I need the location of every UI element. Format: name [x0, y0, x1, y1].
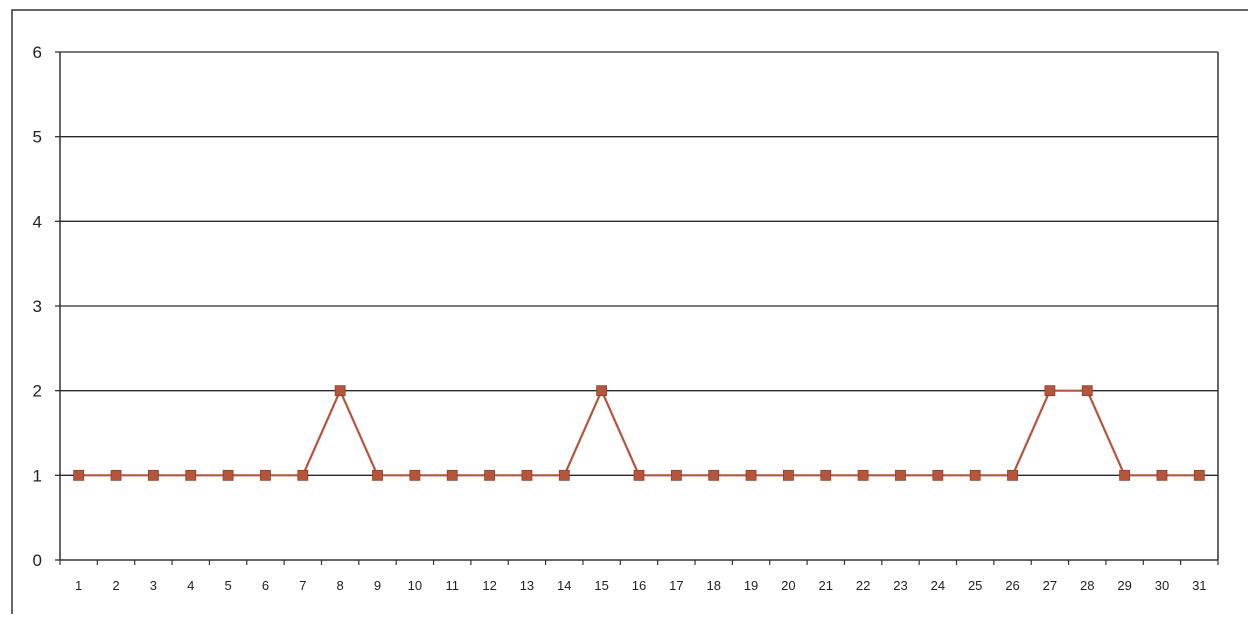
data-point [1119, 469, 1131, 481]
y-tick-label: 2 [33, 382, 42, 401]
x-tick-label: 5 [224, 578, 231, 593]
x-tick-label: 8 [337, 578, 344, 593]
x-tick-label: 29 [1117, 578, 1131, 593]
x-tick-label: 10 [408, 578, 422, 593]
x-tick-label: 23 [893, 578, 907, 593]
x-tick-label: 7 [299, 578, 306, 593]
x-tick-label: 17 [669, 578, 683, 593]
x-tick-label: 14 [557, 578, 571, 593]
y-tick-label: 3 [33, 297, 42, 316]
data-point [297, 469, 309, 481]
data-point [147, 469, 159, 481]
x-tick-label: 6 [262, 578, 269, 593]
x-tick-label: 30 [1155, 578, 1169, 593]
x-tick-label: 15 [594, 578, 608, 593]
x-tick-label: 28 [1080, 578, 1094, 593]
y-tick-label: 4 [33, 212, 42, 231]
data-point [110, 469, 122, 481]
x-tick-label: 22 [856, 578, 870, 593]
data-point [446, 469, 458, 481]
x-tick-label: 3 [150, 578, 157, 593]
data-point [932, 469, 944, 481]
x-tick-label: 18 [706, 578, 720, 593]
data-point [409, 469, 421, 481]
data-point [334, 385, 346, 397]
x-tick-label: 27 [1043, 578, 1057, 593]
x-tick-label: 26 [1005, 578, 1019, 593]
x-tick-label: 20 [781, 578, 795, 593]
data-point [820, 469, 832, 481]
data-point [222, 469, 234, 481]
series-line [78, 389, 1200, 477]
data-point [73, 469, 85, 481]
data-point [670, 469, 682, 481]
x-tick-label: 19 [744, 578, 758, 593]
data-point [372, 469, 383, 481]
x-tick-label: 11 [445, 578, 459, 593]
data-point [1156, 469, 1168, 481]
data-point [521, 469, 533, 481]
data-point [857, 469, 869, 481]
data-point [484, 469, 495, 481]
y-tick-label: 1 [33, 466, 42, 485]
data-point [1081, 385, 1093, 397]
x-tick-label: 24 [931, 578, 945, 593]
data-point [895, 469, 906, 481]
data-point [558, 469, 570, 481]
x-tick-label: 9 [374, 578, 381, 593]
x-tick-label: 25 [968, 578, 982, 593]
x-tick-label: 13 [520, 578, 534, 593]
data-point [596, 385, 608, 397]
x-tick-label: 4 [187, 578, 194, 593]
x-tick-label: 1 [75, 578, 82, 593]
y-tick-label: 0 [33, 551, 42, 570]
data-point [783, 469, 794, 481]
x-tick-label: 31 [1192, 578, 1206, 593]
data-point [260, 469, 271, 481]
data-point [745, 469, 757, 481]
x-tick-label: 16 [632, 578, 646, 593]
data-point [1193, 469, 1205, 481]
data-point [708, 469, 720, 481]
chart-outer-border [11, 9, 1248, 619]
data-point [1007, 469, 1018, 481]
x-tick-label: 2 [112, 578, 119, 593]
x-tick-label: 21 [819, 578, 833, 593]
y-tick-label: 5 [33, 128, 42, 147]
x-tick-label: 12 [482, 578, 496, 593]
data-point [1044, 385, 1056, 397]
y-tick-label: 6 [33, 43, 42, 62]
data-point [969, 469, 981, 481]
data-point [185, 469, 197, 481]
data-point [633, 469, 645, 481]
